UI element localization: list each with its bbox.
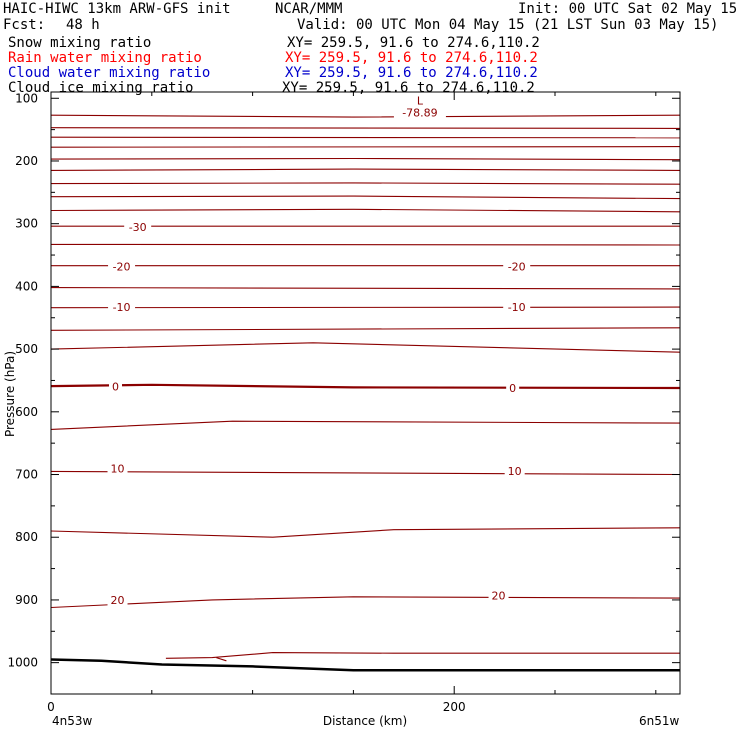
contour-line-5 [50, 168, 681, 171]
y-tick-label: 600 [15, 405, 38, 419]
contour-line-22 [216, 657, 227, 662]
contour-label-8: 10 [508, 465, 522, 478]
contour-line-20 [50, 596, 681, 609]
contour-label-bg [503, 260, 531, 273]
model-title: HAIC-HIWC 13km ARW-GFS init [3, 1, 231, 17]
contour-line-19 [50, 527, 681, 538]
contour-label-bg [107, 462, 128, 475]
contour-line-0 [50, 114, 681, 118]
terrain-line [50, 658, 680, 672]
y-tick-label: 300 [15, 217, 38, 231]
contour-label-4: -10 [508, 301, 526, 314]
y-tick-label: 800 [15, 530, 38, 544]
x-axis-label: Distance (km) [323, 714, 407, 728]
contour-label-bg [488, 589, 509, 602]
contour-line-15 [50, 342, 681, 353]
field-snow-name: Snow mixing ratio [8, 35, 152, 51]
y-tick-label: 100 [15, 91, 38, 105]
contour-label-5: 0 [112, 381, 119, 394]
contour-label-bg [107, 593, 128, 606]
contour-line-16 [50, 383, 681, 390]
contour-label-7: 10 [111, 462, 125, 475]
x-tick-label: 200 [443, 700, 466, 714]
field-rain-xy: XY= 259.5, 91.6 to 274.6,110.2 [285, 50, 538, 66]
contour-line-2 [50, 136, 681, 139]
y-tick-label: 200 [15, 154, 38, 168]
contour-label-bg [504, 464, 525, 477]
contour-label-bg [108, 301, 136, 314]
valid-time: Valid: 00 UTC Mon 04 May 15 (21 LST Sun … [297, 17, 719, 33]
field-cloudwater-xy: XY= 259.5, 91.6 to 274.6,110.2 [285, 65, 538, 81]
y-tick-label: 700 [15, 468, 38, 482]
contour-label-bg [503, 301, 531, 314]
contour-label-bg [124, 220, 152, 233]
contour-label-2: -20 [508, 260, 526, 273]
init-time: Init: 00 UTC Sat 02 May 15 [518, 1, 738, 17]
contour-lines [50, 114, 681, 672]
right-endpoint-label: 6n51w [639, 714, 680, 728]
contour-label-0: -30 [129, 221, 147, 234]
contour-label-bg [109, 380, 123, 393]
field-snow-xy: XY= 259.5, 91.6 to 274.6,110.2 [287, 35, 540, 51]
x-tick-label: 0 [47, 700, 55, 714]
contour-line-13 [50, 306, 681, 309]
contour-line-10 [50, 243, 681, 246]
contour-labels: -30 -20 -20 -10 -10 0 0 10 10 20 20 L-78.89 [107, 95, 531, 607]
contour-label-10: 20 [492, 590, 506, 603]
contour-label-1: -20 [113, 260, 131, 273]
contour-line-1 [50, 127, 681, 129]
contour-label-3: -10 [113, 301, 131, 314]
contour-line-8 [50, 208, 681, 213]
contour-label-9: 20 [111, 594, 125, 607]
low-marker-letter: L [417, 95, 424, 108]
low-marker-bg [393, 106, 446, 119]
contour-line-18 [50, 470, 681, 476]
contour-label-bg [108, 260, 136, 273]
contour-line-3 [50, 146, 681, 148]
plot-frame [50, 91, 681, 695]
y-tick-label: 1000 [7, 656, 38, 670]
field-rain-name: Rain water mixing ratio [8, 50, 202, 66]
contour-label-bg [506, 381, 520, 394]
y-axis-label: Pressure (hPa) [3, 351, 17, 437]
low-marker-value: -78.89 [402, 107, 437, 120]
y-tick-label: 900 [15, 593, 38, 607]
contour-line-7 [50, 195, 681, 200]
y-tick-label: 500 [15, 342, 38, 356]
org-label: NCAR/MMM [275, 1, 343, 17]
forecast-label: Fcst: [3, 17, 46, 33]
contour-line-17 [50, 420, 681, 430]
contour-line-12 [50, 287, 681, 290]
forecast-hour: 48 h [66, 17, 100, 33]
left-endpoint-label: 4n53w [52, 714, 93, 728]
contour-line-6 [50, 182, 681, 185]
contour-line-14 [50, 327, 681, 331]
y-tick-label: 400 [15, 279, 38, 293]
contour-label-6: 0 [509, 382, 516, 395]
contour-line-21 [165, 652, 680, 659]
field-cloudwater-name: Cloud water mixing ratio [8, 65, 211, 81]
contour-line-4 [50, 157, 681, 161]
